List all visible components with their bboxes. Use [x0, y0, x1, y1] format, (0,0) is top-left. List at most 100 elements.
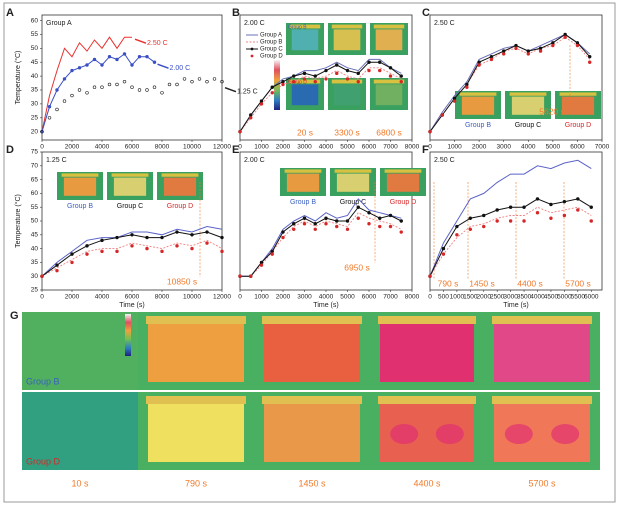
y-tick-label: 45 [31, 59, 39, 66]
series-marker [482, 213, 486, 218]
series-marker [70, 252, 74, 256]
legend-label: Group B [260, 40, 282, 46]
name-arrow [157, 63, 169, 69]
series-marker [468, 216, 473, 220]
time-label: 4400 s [413, 478, 441, 488]
series-line [429, 33, 591, 132]
time-label: 5700 s [528, 478, 556, 488]
series-name-label: 2.00 C [170, 65, 191, 72]
series-marker [356, 216, 360, 220]
thermal-cell [336, 173, 370, 192]
panel-letter: D [6, 144, 14, 156]
y-tick-label: 55 [31, 204, 39, 211]
series-marker [145, 88, 149, 92]
thermal-cell [264, 404, 360, 462]
x-tick-label: 0 [238, 294, 242, 301]
series-line [429, 36, 591, 132]
series-marker [367, 68, 371, 73]
series-marker [468, 227, 473, 231]
series-marker [324, 68, 328, 73]
annotation: 6950 s [344, 262, 370, 272]
series-marker [399, 219, 403, 223]
time-label: 10 s [71, 478, 89, 488]
series-marker [576, 197, 580, 201]
inset-label: Group D [390, 199, 416, 206]
panel-letter: G [10, 310, 19, 322]
time-label: 790 s [185, 478, 208, 488]
series-marker [455, 233, 459, 237]
series-marker [85, 63, 89, 67]
series-marker [313, 227, 317, 231]
series-marker [489, 57, 494, 62]
series-marker [115, 82, 119, 87]
x-tick-label: 6000 [362, 144, 377, 151]
thermal-tabs [378, 396, 476, 404]
y-tick-label: 75 [31, 149, 39, 156]
series-marker [70, 93, 74, 98]
annotation: 5620 s [539, 106, 565, 116]
series-marker [55, 88, 59, 92]
y-tick-label: 40 [31, 245, 39, 252]
inset-time: 6800 s [376, 127, 402, 137]
series-marker [238, 274, 242, 278]
thermal-frame [22, 392, 138, 470]
series-marker [281, 79, 285, 84]
x-tick-label: 6000 [362, 294, 377, 301]
x-tick-label: 10000 [183, 144, 201, 151]
series-marker [302, 222, 307, 226]
thermal-cell [380, 324, 474, 382]
x-tick-label: 0 [428, 294, 432, 301]
thermal-tabs [378, 316, 476, 324]
series-marker [137, 54, 142, 59]
thermal-cell [461, 96, 495, 115]
series-marker [588, 60, 592, 64]
series-line [429, 159, 592, 277]
thermal-cell [511, 96, 545, 115]
series-marker [489, 54, 494, 59]
series-marker [367, 60, 371, 64]
x-tick-label: 4000 [530, 294, 545, 301]
x-tick-label: 1500 [463, 294, 478, 301]
series-marker [55, 268, 59, 273]
thermal-cell [286, 173, 320, 192]
series-marker [575, 41, 580, 45]
x-tick-label: 0 [238, 144, 242, 151]
series-line [240, 198, 402, 277]
y-axis-label: Temperature (°C) [14, 51, 22, 105]
y-tick-label: 60 [31, 17, 39, 24]
x-tick-label: 6000 [125, 294, 140, 301]
series-marker [399, 74, 403, 78]
series-marker [238, 129, 242, 134]
x-tick-label: 1000 [254, 144, 269, 151]
series-marker [345, 219, 350, 223]
x-tick-label: 5000 [340, 144, 355, 151]
series-marker [152, 85, 157, 89]
x-tick-label: 0 [428, 144, 432, 151]
series-marker [335, 224, 339, 229]
series-marker [292, 79, 296, 84]
series-marker [508, 205, 513, 209]
x-axis-label: Time (s) [313, 302, 338, 309]
thermal-tabs [459, 92, 497, 96]
thermal-cell [333, 29, 361, 51]
y-tick-label: 25 [31, 287, 39, 294]
series-marker [562, 213, 567, 218]
series-marker [122, 79, 127, 84]
series-marker [356, 79, 360, 84]
series-marker [551, 41, 555, 45]
x-tick-label: 3000 [297, 144, 312, 151]
thermal-tabs [492, 396, 592, 404]
series-marker [197, 77, 202, 81]
series-marker [130, 85, 134, 89]
series-line [240, 212, 402, 277]
series-marker [495, 219, 499, 223]
series-marker [160, 249, 164, 254]
series-marker [399, 230, 403, 234]
thermal-cell [561, 96, 595, 115]
panel-title: 2.00 C [244, 20, 265, 27]
thermal-tabs [384, 169, 422, 173]
x-tick-label: 500 [438, 294, 449, 301]
x-tick-label: 1000 [254, 294, 269, 301]
thermal-tabs [373, 24, 405, 29]
thermal-cell [386, 173, 420, 192]
